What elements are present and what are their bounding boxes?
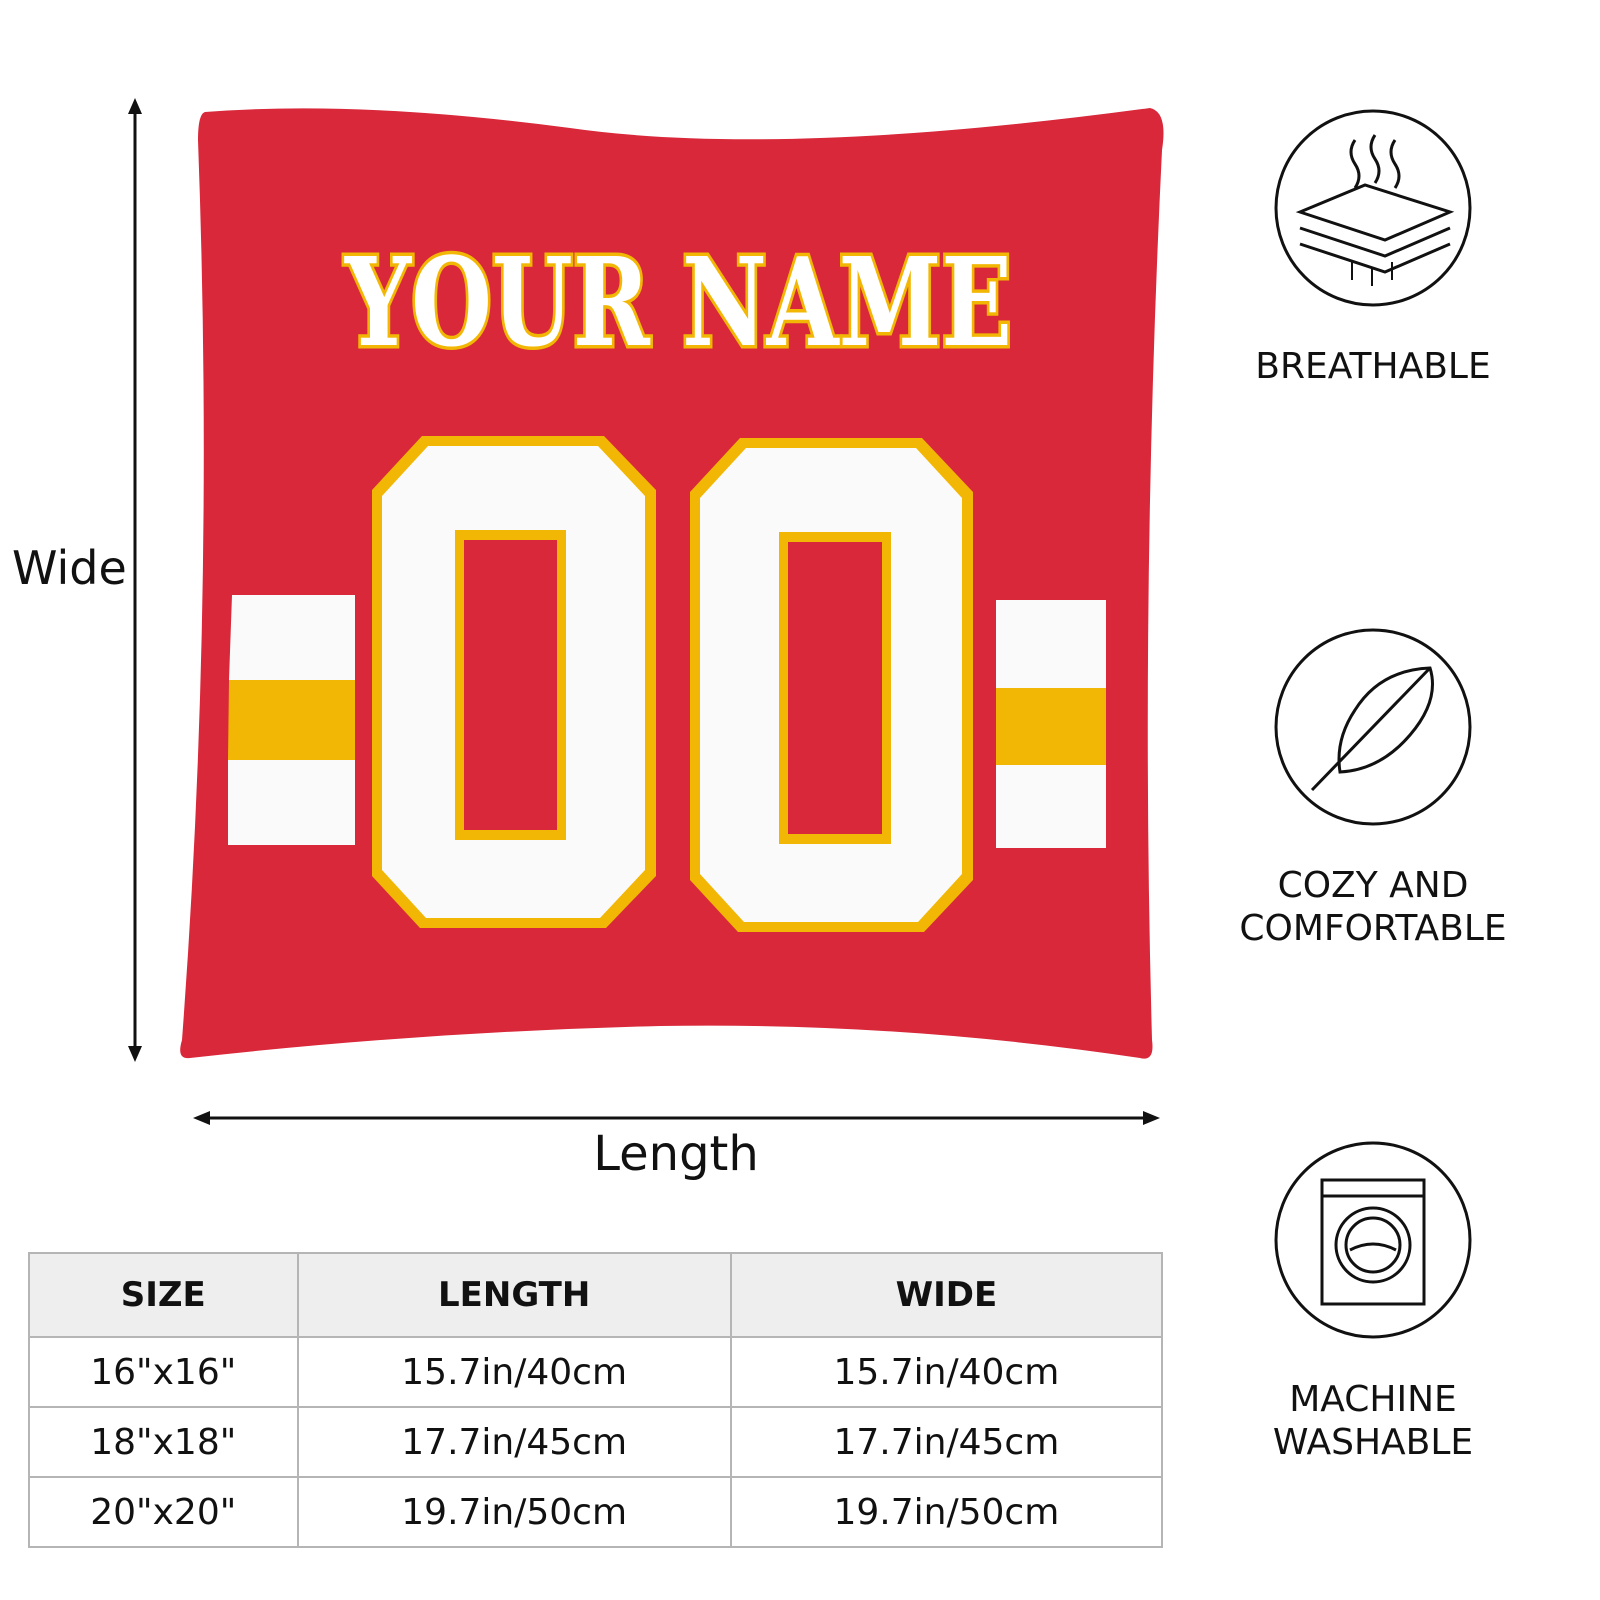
feature-label-breathable: BREATHABLE [1255,346,1490,387]
washing-machine-icon [1274,1141,1472,1339]
cell-wide: 15.7in/40cm [729,1336,1164,1408]
table-row: 16"x16" 15.7in/40cm 15.7in/40cm [28,1336,1164,1408]
breathable-layers-icon [1274,109,1472,307]
cell-length: 17.7in/45cm [296,1406,732,1478]
cell-length: 15.7in/40cm [296,1336,732,1408]
header-size: SIZE [28,1252,299,1338]
number-zero-right [690,438,973,932]
table-row: 20"x20" 19.7in/50cm 19.7in/50cm [28,1476,1164,1548]
feature-label-cozy-line1: COZY AND [1278,865,1469,906]
cell-size: 18"x18" [28,1406,299,1478]
cell-length: 19.7in/50cm [296,1476,732,1548]
feature-label-cozy-line2: COMFORTABLE [1239,908,1506,949]
number-zero-left [372,436,656,928]
wide-label: Wide [12,541,127,595]
length-label: Length [593,1126,759,1182]
header-length: LENGTH [296,1252,732,1338]
table-row: 18"x18" 17.7in/45cm 17.7in/45cm [28,1406,1164,1478]
pillow: YOUR NAME [180,108,1164,1059]
size-table: SIZE LENGTH WIDE 16"x16" 15.7in/40cm 15.… [28,1252,1164,1548]
table-header-row: SIZE LENGTH WIDE [28,1252,1164,1338]
cell-size: 16"x16" [28,1336,299,1408]
feather-icon [1274,628,1472,826]
header-wide: WIDE [729,1252,1164,1338]
left-stripe [228,595,355,845]
cell-wide: 19.7in/50cm [729,1476,1164,1548]
right-stripe [996,600,1106,848]
feature-label-machine-line2: WASHABLE [1273,1422,1473,1463]
pillow-name-text: YOUR NAME [343,230,1012,374]
length-dimension-arrow [193,1111,1160,1125]
wide-dimension-arrow [128,98,142,1062]
feature-label-machine-line1: MACHINE [1289,1379,1457,1420]
cell-size: 20"x20" [28,1476,299,1548]
cell-wide: 17.7in/45cm [729,1406,1164,1478]
